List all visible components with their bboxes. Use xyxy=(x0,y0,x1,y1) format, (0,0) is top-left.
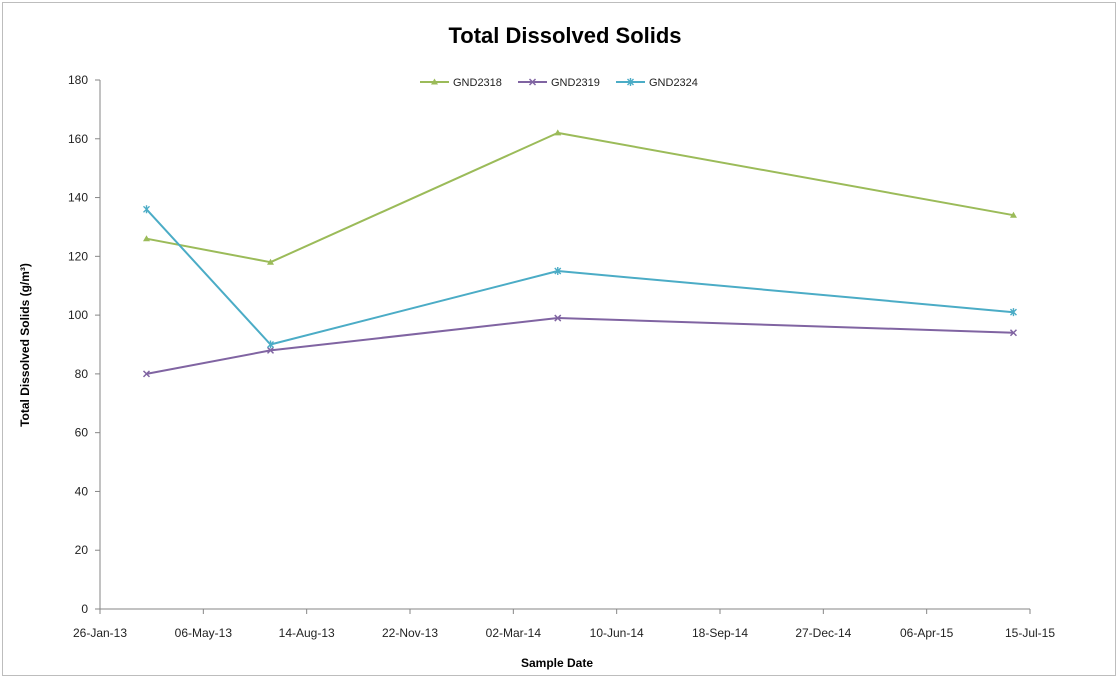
y-tick-label: 80 xyxy=(75,367,89,381)
x-axis: 26-Jan-13 06-May-13 14-Aug-13 22-Nov-13 02-M… xyxy=(73,608,1055,640)
x-tick-label: 26-Jan-13 xyxy=(73,626,127,640)
x-tick-label: 14-Aug-13 xyxy=(279,626,335,640)
data-point xyxy=(1009,329,1018,337)
series-gnd2324 xyxy=(143,205,1017,349)
data-point xyxy=(431,78,438,85)
x-tick-label: 15-Jul-15 xyxy=(1005,626,1055,640)
series-line xyxy=(146,317,1014,375)
legend-item-gnd2319: GND2319 xyxy=(518,77,600,89)
y-tick-label: 0 xyxy=(81,602,88,616)
y-axis: 0 20 40 60 80 100 120 140 160 180 xyxy=(68,73,101,616)
y-tick-label: 160 xyxy=(68,132,88,146)
data-point xyxy=(1009,308,1017,317)
y-tick-label: 40 xyxy=(75,484,89,498)
y-tick-label: 20 xyxy=(75,543,89,557)
data-point xyxy=(554,129,562,136)
y-tick-label: 140 xyxy=(68,191,88,205)
data-point xyxy=(528,78,537,86)
legend-label: GND2318 xyxy=(453,77,502,89)
chart-title: Total Dissolved Solids xyxy=(448,23,681,48)
data-point xyxy=(267,340,274,349)
x-tick-label: 22-Nov-13 xyxy=(382,626,438,640)
x-tick-label: 06-May-13 xyxy=(175,626,233,640)
legend-label: GND2319 xyxy=(551,77,600,89)
y-tick-label: 180 xyxy=(68,73,88,87)
series-gnd2318 xyxy=(143,129,1017,265)
data-point xyxy=(1009,211,1017,218)
x-tick-label: 10-Jun-14 xyxy=(590,626,644,640)
y-tick-label: 100 xyxy=(68,308,88,322)
legend-label: GND2324 xyxy=(649,77,698,89)
data-point xyxy=(554,314,562,322)
data-point xyxy=(627,78,634,86)
data-point xyxy=(143,235,150,242)
y-tick-label: 120 xyxy=(68,249,88,263)
series-line xyxy=(146,131,1014,264)
legend-item-gnd2318: GND2318 xyxy=(420,77,502,89)
y-tick-label: 60 xyxy=(75,426,89,440)
data-point xyxy=(267,258,274,265)
legend: GND2318 GND2319 GND2324 xyxy=(420,77,698,89)
y-axis-title: Total Dissolved Solids (g/m³) xyxy=(18,263,32,427)
series-line xyxy=(145,208,1014,346)
x-axis-title: Sample Date xyxy=(521,656,593,670)
x-tick-label: 18-Sep-14 xyxy=(692,626,748,640)
legend-item-gnd2324: GND2324 xyxy=(616,77,698,89)
x-tick-label: 27-Dec-14 xyxy=(795,626,851,640)
x-tick-label: 02-Mar-14 xyxy=(486,626,542,640)
series-gnd2319 xyxy=(142,314,1018,378)
data-point xyxy=(554,267,562,276)
data-point xyxy=(266,346,275,354)
x-tick-label: 06-Apr-15 xyxy=(900,626,954,640)
data-point xyxy=(143,205,150,214)
series-layer xyxy=(142,129,1018,378)
data-point xyxy=(142,370,151,378)
